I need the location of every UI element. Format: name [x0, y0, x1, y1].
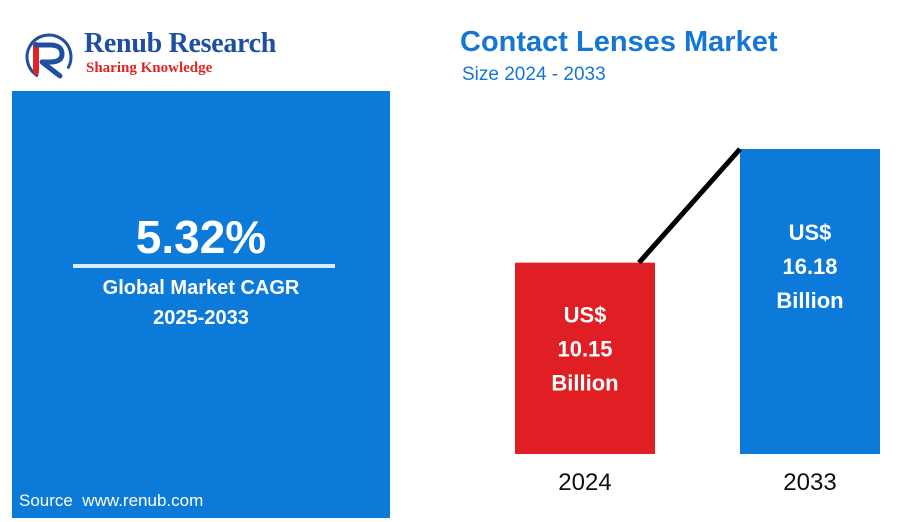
- cagr-period: 2025-2033: [153, 307, 249, 329]
- cagr-value: 5.32%: [135, 211, 267, 263]
- bar-value-label-2033: Billion: [776, 288, 843, 313]
- growth-connector-line: [637, 147, 742, 265]
- bar-2033: [740, 149, 880, 454]
- cagr-divider: [73, 264, 335, 268]
- source-text: Source www.renub.com: [19, 491, 204, 510]
- brand-logo: Renub Research Sharing Knowledge: [22, 26, 312, 84]
- bar-value-label-2024: 10.15: [557, 336, 612, 361]
- chart-title: Contact Lenses Market: [460, 26, 778, 58]
- brand-logo-icon: [25, 33, 73, 81]
- bar-2024: [515, 262, 655, 454]
- chart-subtitle: Size 2024 - 2033: [462, 64, 606, 85]
- brand-name: Renub Research: [84, 28, 277, 59]
- cagr-label: Global Market CAGR: [102, 277, 300, 299]
- bar-value-label-2033: 16.18: [782, 254, 837, 279]
- bar-value-label-2024: US$: [564, 302, 607, 327]
- cagr-panel: 5.32% Global Market CAGR 2025-2033 Sourc…: [12, 91, 390, 518]
- bar-value-label-2033: US$: [789, 220, 832, 245]
- x-tick-label-2033: 2033: [783, 469, 836, 496]
- bar-value-label-2024: Billion: [551, 370, 618, 395]
- brand-tagline: Sharing Knowledge: [86, 60, 213, 76]
- x-tick-label-2024: 2024: [558, 469, 611, 496]
